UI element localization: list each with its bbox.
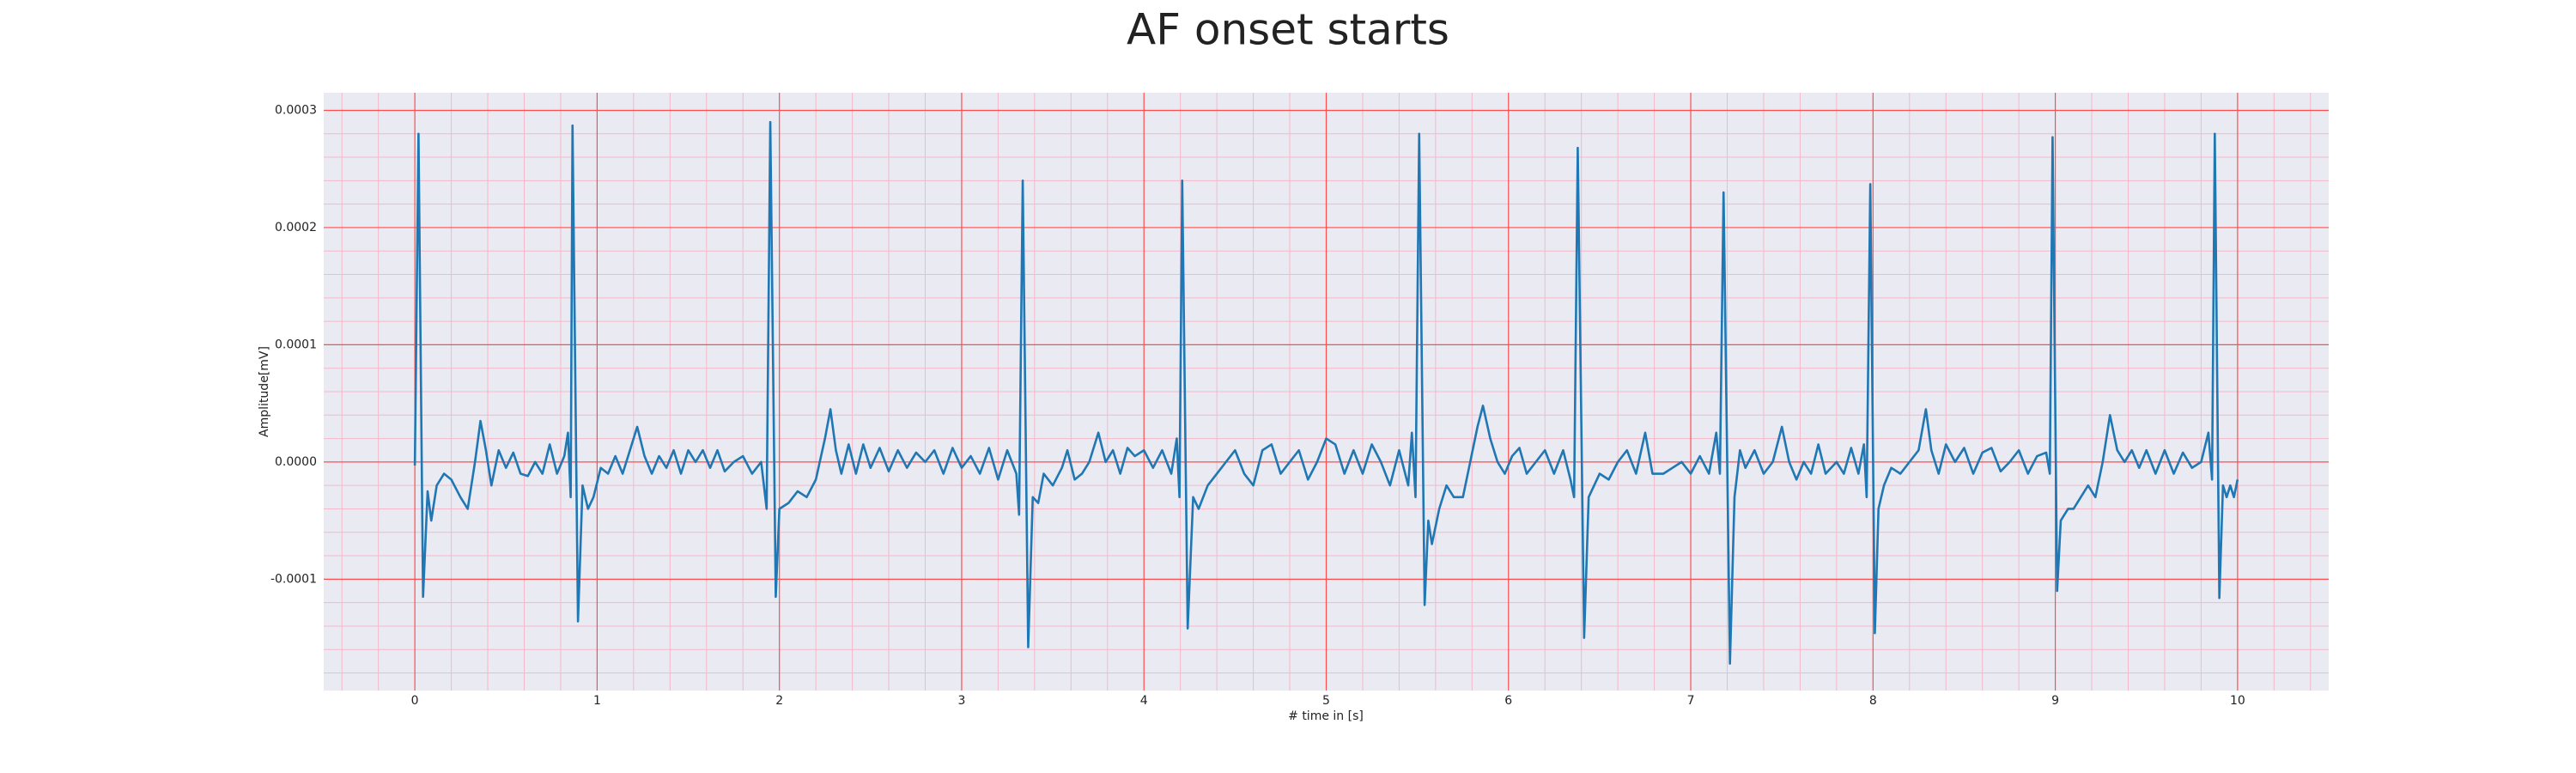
x-tick-label: 9 (2051, 694, 2059, 708)
x-tick-label: 5 (1322, 694, 1330, 708)
x-tick-label: 10 (2230, 694, 2245, 708)
y-tick-label: -0.0001 (270, 572, 317, 586)
x-tick-label: 8 (1869, 694, 1877, 708)
x-tick-label: 0 (411, 694, 419, 708)
x-axis-label: # time in [s] (1288, 709, 1364, 723)
y-tick-label: 0.0001 (275, 338, 317, 351)
chart-title: AF onset starts (1127, 5, 1449, 55)
y-tick-label: 0.0002 (275, 221, 317, 234)
y-axis-label: Amplitude[mV] (258, 346, 271, 437)
y-tick-label: 0.0000 (275, 455, 317, 469)
x-tick-label: 3 (957, 694, 965, 708)
x-tick-label: 2 (775, 694, 783, 708)
x-tick-label: 6 (1504, 694, 1512, 708)
y-tick-label: 0.0003 (275, 103, 317, 117)
plot-area (324, 93, 2329, 691)
ecg-line (413, 120, 2239, 665)
x-tick-label: 4 (1140, 694, 1148, 708)
x-tick-label: 7 (1687, 694, 1695, 708)
x-tick-label: 1 (593, 694, 601, 708)
